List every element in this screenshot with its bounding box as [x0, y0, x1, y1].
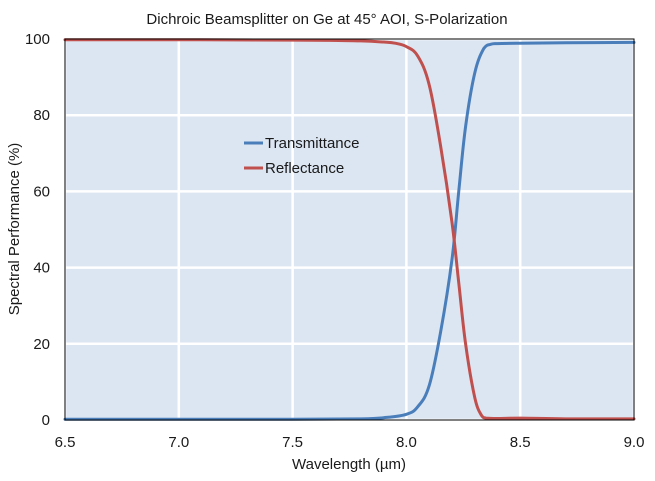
x-tick-label: 8.5	[510, 434, 531, 451]
x-tick-label: 9.0	[624, 434, 645, 451]
y-tick-label: 60	[33, 183, 50, 200]
x-tick-label: 7.0	[168, 434, 189, 451]
plot-area	[65, 39, 634, 420]
legend-label: Reflectance	[265, 160, 344, 177]
y-tick-label: 40	[33, 260, 50, 277]
series-line-transmittance	[63, 40, 636, 421]
series-lines	[63, 38, 636, 421]
x-axis-label: Wavelength (µm)	[292, 456, 406, 473]
chart-title: Dichroic Beamsplitter on Ge at 45° AOI, …	[146, 11, 507, 28]
x-tick-label: 6.5	[55, 434, 76, 451]
y-tick-label: 80	[33, 107, 50, 124]
series-line-reflectance	[63, 38, 636, 421]
axis-ticks: 6.5 7.0 7.5 8.0 8.5 9.0 0 20 40 60 80 100	[25, 31, 644, 451]
legend-label: Transmittance	[265, 135, 359, 152]
legend: Transmittance Reflectance	[244, 135, 359, 177]
y-tick-label: 20	[33, 336, 50, 353]
x-tick-label: 7.5	[282, 434, 303, 451]
y-tick-label: 0	[42, 412, 50, 429]
y-axis-label: Spectral Performance (%)	[6, 143, 23, 316]
x-tick-label: 8.0	[396, 434, 417, 451]
y-tick-label: 100	[25, 31, 50, 48]
plot-border	[64, 38, 635, 421]
